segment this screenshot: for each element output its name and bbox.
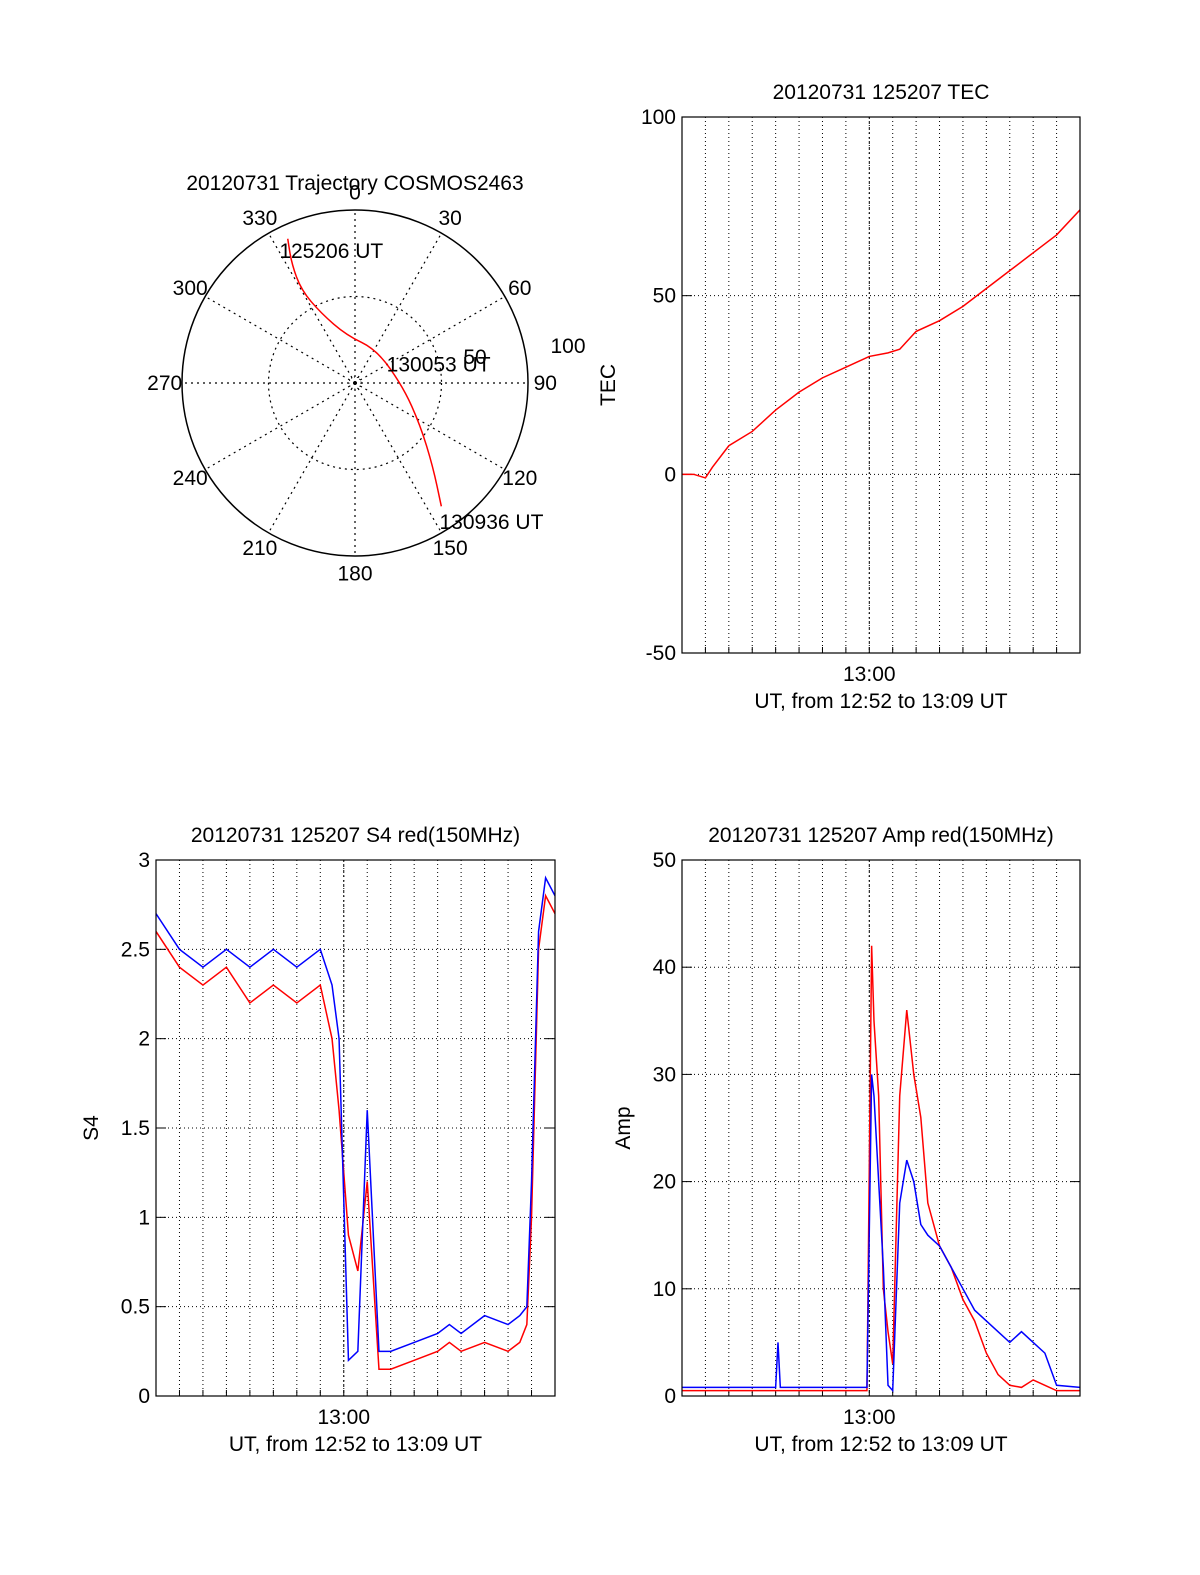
azimuth-label: 120	[502, 467, 537, 490]
y-tick-label: 50	[653, 849, 676, 872]
y-tick-label: 1	[138, 1206, 150, 1229]
polar-outer-ring	[181, 209, 529, 557]
polar-spoke	[204, 295, 356, 384]
y-tick-label: 30	[653, 1063, 676, 1086]
elevation-ring-label: 100	[550, 335, 585, 358]
polar-spoke	[354, 232, 443, 384]
chart-title: 20120731 125207 S4 red(150MHz)	[191, 824, 520, 847]
tec-chart: 20120731 125207 TEC -50 0 50 100 13:00 UT, fro…	[597, 81, 1081, 713]
amp-chart: 20120731 125207 Amp red(150MHz) 0 10 20 30 40…	[612, 824, 1081, 1456]
azimuth-label: 180	[337, 562, 372, 585]
y-axis-label: S4	[80, 1115, 103, 1141]
azimuth-label: 60	[508, 277, 531, 300]
polar-spoke	[267, 232, 356, 384]
s4-chart: 20120731 125207 S4 red(150MHz) 0 0.5 1 1.5 2 2…	[80, 824, 556, 1456]
azimuth-label: 270	[147, 372, 182, 395]
y-tick-label: 3	[138, 849, 150, 872]
polar-inner-ring	[267, 295, 443, 471]
polar-spoke	[204, 382, 356, 471]
y-tick-label: 1.5	[121, 1117, 150, 1140]
azimuth-label: 150	[433, 537, 468, 560]
chart-title: 20120731 125207 Amp red(150MHz)	[708, 824, 1054, 847]
series-line-0	[682, 209, 1080, 479]
y-tick-label: 10	[653, 1278, 676, 1301]
x-axis-label: UT, from 12:52 to 13:09 UT	[754, 1433, 1007, 1456]
trajectory-line	[286, 238, 443, 507]
azimuth-label: 30	[438, 207, 461, 230]
azimuth-label: 300	[173, 277, 208, 300]
y-tick-label: 20	[653, 1171, 676, 1194]
series-line-0	[156, 893, 555, 1370]
polar-spoke	[354, 295, 506, 384]
y-tick-label: 50	[653, 285, 676, 308]
chart-title: 20120731 125207 TEC	[773, 81, 990, 104]
y-axis-label: Amp	[612, 1106, 635, 1149]
series-line-0	[682, 945, 1080, 1392]
plot-frame	[681, 859, 1081, 1397]
x-tick-label: 13:00	[317, 1406, 370, 1429]
y-tick-label: 0.5	[121, 1296, 150, 1319]
series-line-1	[682, 1074, 1080, 1393]
x-axis-label: UT, from 12:52 to 13:09 UT	[229, 1433, 482, 1456]
y-tick-label: 0	[664, 1385, 676, 1408]
polar-spoke	[267, 382, 356, 534]
y-tick-label: 0	[664, 463, 676, 486]
plot-frame	[155, 859, 556, 1397]
polar-spoke	[354, 382, 443, 534]
y-tick-label: 0	[138, 1385, 150, 1408]
polar-spoke	[354, 382, 506, 471]
y-tick-label: 2	[138, 1028, 150, 1051]
x-tick-label: 13:00	[843, 663, 896, 686]
azimuth-label: 210	[242, 537, 277, 560]
y-axis-label: TEC	[597, 364, 620, 406]
x-axis-label: UT, from 12:52 to 13:09 UT	[754, 690, 1007, 713]
azimuth-label: 0	[349, 182, 361, 205]
azimuth-label: 240	[173, 467, 208, 490]
y-tick-label: 40	[653, 956, 676, 979]
trajectory-time-label: 125206 UT	[279, 240, 383, 263]
trajectory-time-label: 130053 UT	[387, 354, 491, 377]
y-tick-label: 2.5	[121, 938, 150, 961]
series-line-1	[156, 875, 555, 1362]
trajectory-time-label: 130936 UT	[440, 511, 544, 534]
elevation-ring-label: 50	[463, 346, 486, 369]
azimuth-label: 90	[534, 372, 557, 395]
polar-title: 20120731 Trajectory COSMOS2463	[186, 172, 523, 195]
azimuth-label: 330	[242, 207, 277, 230]
plot-frame	[681, 116, 1081, 654]
y-tick-label: -50	[646, 642, 676, 665]
x-tick-label: 13:00	[843, 1406, 896, 1429]
y-tick-label: 100	[641, 106, 676, 129]
